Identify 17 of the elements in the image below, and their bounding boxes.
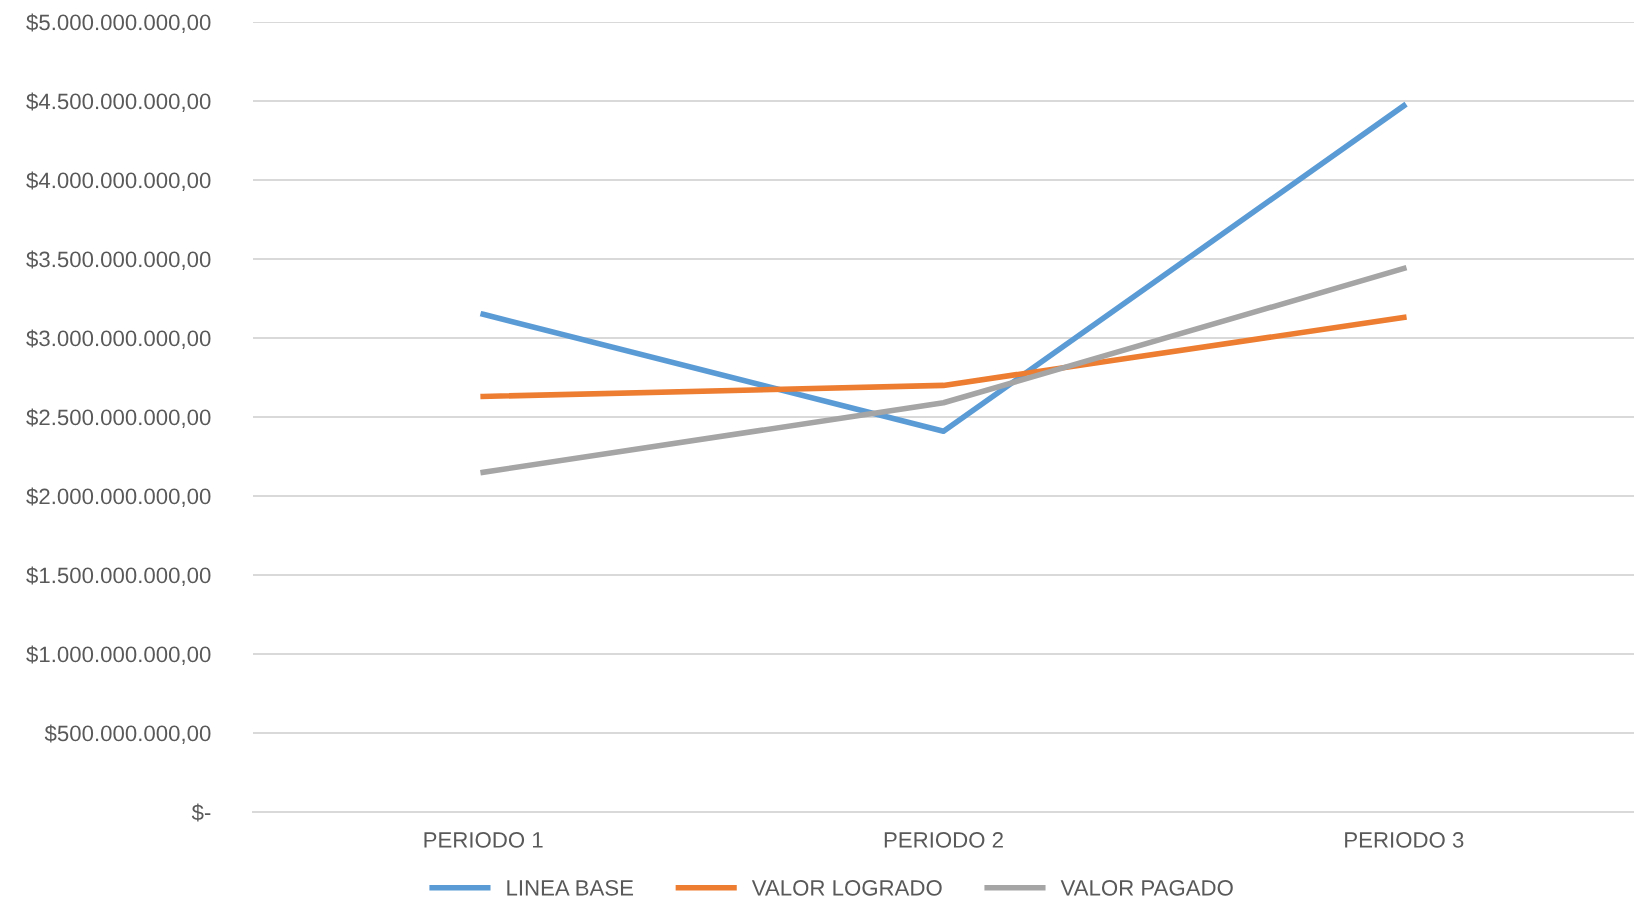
x-tick-label: PERIODO 2 [884,832,1003,848]
y-tick-label: $- [191,803,211,822]
y-tick-label: $3.500.000.000,00 [26,250,211,270]
y-tick-label: $2.500.000.000,00 [26,408,211,428]
legend-label: LINEA BASE [507,879,634,896]
y-tick-label: $1.500.000.000,00 [26,566,211,586]
x-tick-label: PERIODO 3 [1345,832,1464,848]
y-tick-label: $3.000.000.000,00 [26,329,211,349]
y-tick-label: $500.000.000,00 [44,724,211,744]
legend-label: VALOR LOGRADO [751,879,942,896]
y-tick-label: $4.000.000.000,00 [26,171,211,191]
legend-label: VALOR PAGADO [1060,879,1233,896]
y-tick-label: $4.500.000.000,00 [26,92,211,112]
x-tick-label: PERIODO 1 [424,832,543,848]
y-tick-label: $1.000.000.000,00 [26,645,211,665]
y-tick-label: $2.000.000.000,00 [26,487,211,507]
y-tick-label: $5.000.000.000,00 [26,13,211,33]
